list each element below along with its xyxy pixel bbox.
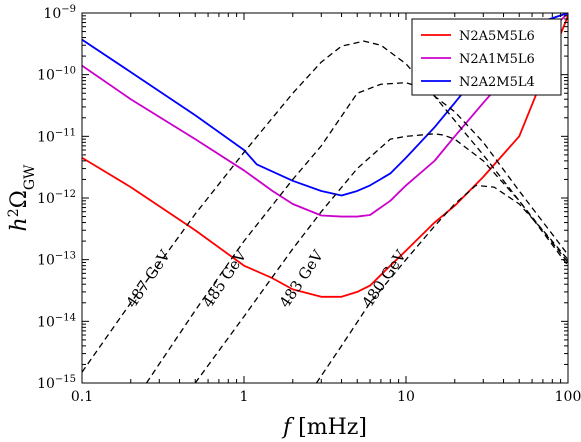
curve-annotations: 487 GeV 485 GeV 483 GeV 480 GeV — [123, 246, 411, 311]
y-tick-label: 10−10 — [37, 66, 76, 84]
y-axis-title: h2ΩGW — [6, 164, 38, 232]
curve-label: 487 GeV — [123, 246, 175, 311]
legend-label: N2A1M5L6 — [459, 52, 535, 67]
curve-label: 483 GeV — [276, 246, 328, 311]
series-lines — [82, 13, 568, 383]
y-tick-label: 10−12 — [37, 189, 76, 207]
x-tick-label: 10 — [397, 389, 415, 405]
y-tick-label: 10−9 — [43, 4, 76, 22]
series-line-487-gev — [82, 40, 568, 373]
series-line-483-gev — [194, 133, 568, 383]
series-line-485-gev — [145, 82, 568, 383]
legend-label: N2A2M5L4 — [459, 75, 535, 90]
tick-labels: 0.1 1 10 100 10−15 10−14 10−13 10−12 10−11 10−10 1… — [37, 4, 581, 405]
y-axis-h: h — [7, 217, 32, 231]
x-axis-unit: [mHz] — [291, 415, 367, 440]
series-line-n2a1m5l6 — [82, 13, 568, 218]
y-tick-label: 10−15 — [37, 374, 76, 392]
legend: N2A5M5L6 N2A1M5L6 N2A2M5L4 — [411, 18, 562, 96]
series-line-480-gev — [315, 184, 568, 383]
x-tick-label: 1 — [240, 389, 249, 405]
svg-text:h2ΩGW: h2ΩGW — [6, 164, 38, 232]
x-tick-label: 100 — [555, 389, 581, 405]
legend-box — [411, 18, 562, 96]
x-tick-label: 0.1 — [71, 389, 93, 405]
plot-frame — [81, 12, 569, 384]
y-axis-h-exponent: 2 — [6, 208, 22, 217]
y-tick-label: 10−11 — [37, 127, 76, 145]
series-line-n2a5m5l6 — [82, 15, 568, 298]
curve-label: 480 GeV — [358, 246, 410, 311]
y-tick-label: 10−14 — [37, 312, 76, 330]
curve-label: 485 GeV — [199, 246, 251, 311]
y-tick-label: 10−13 — [37, 251, 76, 269]
y-axis-gw-subscript: GW — [22, 164, 38, 190]
y-axis-omega: Ω — [7, 190, 32, 208]
legend-label: N2A5M5L6 — [459, 29, 535, 44]
x-axis-title: f [mHz] — [281, 415, 367, 440]
